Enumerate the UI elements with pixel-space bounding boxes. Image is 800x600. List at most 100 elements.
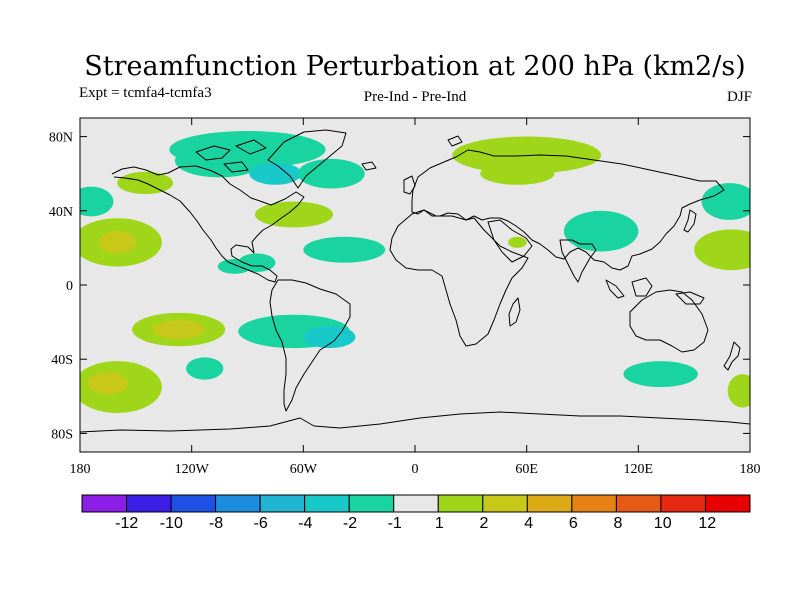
coast-new-guinea — [675, 291, 705, 305]
anomaly-region — [480, 162, 555, 185]
lon-tick-label: 180 — [740, 462, 761, 477]
anomaly-region — [297, 158, 365, 189]
lon-tick: 120E — [624, 118, 654, 477]
lon-tick-label: 180 — [70, 462, 91, 477]
coastlines — [80, 129, 750, 433]
colorbar-label: 12 — [698, 515, 716, 532]
lon-tick-label: 60E — [515, 462, 538, 477]
lat-tick-label: 0 — [66, 279, 73, 294]
colorbar-label: 6 — [569, 515, 578, 532]
coast-borneo — [631, 277, 653, 297]
latitude-axis: 80N 40N 0 40S 80S — [49, 131, 750, 442]
lat-tick: 40S — [51, 353, 750, 368]
lon-tick: 180 — [70, 118, 91, 477]
lon-tick: 120W — [175, 118, 210, 477]
colorbar-swatch — [482, 494, 528, 513]
coast-canadian-arctic — [195, 139, 267, 173]
coast-iceland — [361, 161, 377, 171]
lat-tick-label: 80N — [49, 131, 73, 146]
anomaly-region — [98, 231, 136, 254]
lon-tick: 180 — [740, 118, 761, 477]
colorbar-swatch — [437, 494, 484, 513]
coast-south-america — [269, 279, 351, 412]
anomaly-fields — [80, 130, 750, 414]
coast-uk — [403, 175, 416, 195]
coast-india — [559, 239, 597, 283]
coast-north-america — [111, 165, 305, 283]
colorbar-swatch — [660, 494, 706, 513]
lat-tick-label: 80S — [51, 427, 73, 442]
colorbar-label: 10 — [654, 515, 672, 532]
colorbar-label: -8 — [209, 515, 223, 532]
colorbar-swatch — [348, 494, 395, 513]
colorbar-label: -12 — [115, 515, 138, 532]
lon-tick-label: 120E — [624, 462, 654, 477]
experiment-label: Expt = tcmfa4-tcmfa3 — [79, 85, 212, 101]
anomaly-region — [254, 201, 334, 228]
colorbar-swatch — [215, 494, 261, 513]
anomaly-region — [701, 182, 750, 221]
coast-madagascar — [508, 297, 521, 327]
anomaly-region — [249, 162, 302, 185]
longitude-axis: 180 120W 60W 0 60E — [70, 118, 761, 477]
colorbar-swatch — [615, 494, 662, 513]
colorbar-swatch — [81, 494, 128, 513]
coast-svalbard — [447, 135, 463, 147]
lat-tick: 0 — [66, 279, 750, 294]
coast-sumatra — [605, 279, 625, 299]
coast-japan — [683, 209, 697, 233]
colorbar-label: -1 — [388, 515, 402, 532]
anomaly-region — [694, 229, 750, 271]
coast-africa — [389, 209, 529, 347]
colorbar-label: 4 — [524, 515, 533, 532]
lon-tick-label: 120W — [175, 462, 210, 477]
colorbar-label: -10 — [160, 515, 183, 532]
lon-tick: 0 — [412, 118, 419, 477]
colorbar-swatch — [126, 494, 172, 513]
colorbar-swatch — [170, 494, 217, 513]
anomaly-region — [87, 372, 129, 395]
anomaly-region — [217, 259, 252, 274]
colorbar-label: -2 — [343, 515, 357, 532]
coast-antarctica — [80, 411, 750, 433]
lat-tick: 80N — [49, 131, 750, 146]
colorbar-swatch — [704, 494, 751, 513]
anomaly-region — [303, 325, 356, 349]
anomaly-region — [563, 210, 639, 252]
colorbar-label: -4 — [298, 515, 312, 532]
lat-tick-label: 40S — [51, 353, 73, 368]
colorbar-labels: -12 -10 -8 -6 -4 -2 -1 1 2 4 6 8 10 12 — [115, 515, 716, 532]
colorbar-swatch — [526, 494, 573, 513]
anomaly-region — [186, 357, 224, 380]
season-label: DJF — [727, 89, 752, 105]
lat-tick-label: 40N — [49, 205, 73, 220]
lon-tick-label: 0 — [412, 462, 419, 477]
colorbar-swatch — [259, 494, 306, 513]
map-panel: 80N 40N 0 40S 80S — [49, 117, 761, 477]
anomaly-region — [152, 320, 205, 339]
anomaly-region — [623, 361, 698, 388]
lon-tick: 60E — [515, 118, 538, 477]
coast-eurasia — [411, 149, 725, 271]
anomaly-region — [508, 236, 527, 248]
coast-australia — [629, 289, 709, 353]
coast-greenland — [267, 129, 347, 189]
colorbar-label: -6 — [254, 515, 268, 532]
anomaly-region — [174, 143, 265, 178]
anomaly-region — [80, 186, 114, 217]
figure-title: Streamfunction Perturbation at 200 hPa (… — [84, 51, 745, 82]
colorbar-boxes — [81, 494, 751, 513]
colorbar-swatch — [393, 494, 439, 513]
colorbar-label: 1 — [435, 515, 444, 532]
lon-tick: 60W — [290, 118, 318, 477]
lon-tick-label: 60W — [290, 462, 318, 477]
coast-new-zealand — [723, 341, 741, 371]
colorbar-swatch — [571, 494, 617, 513]
colorbar: -12 -10 -8 -6 -4 -2 -1 1 2 4 6 8 10 12 — [81, 494, 751, 532]
colorbar-label: 2 — [480, 515, 489, 532]
lat-tick: 40N — [49, 205, 750, 220]
lat-tick: 80S — [51, 427, 750, 442]
anomaly-region — [303, 236, 386, 263]
colorbar-swatch — [304, 494, 350, 513]
